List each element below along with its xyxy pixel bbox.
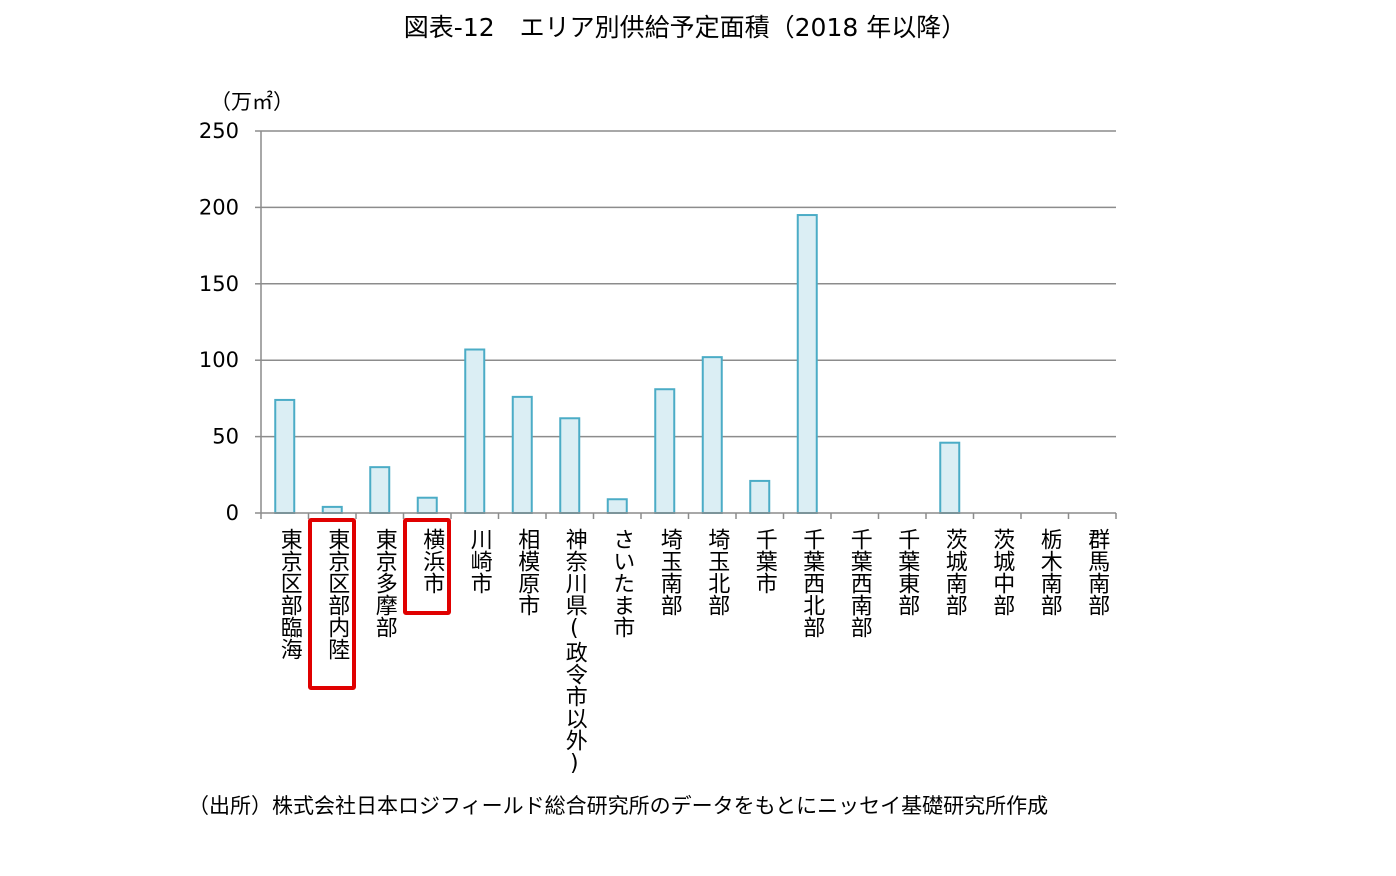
x-category-label: 相模原市 — [514, 528, 540, 616]
x-category-label: 千葉西南部 — [846, 528, 872, 638]
y-tick-labels: 0 50 100 150 200 250 — [199, 119, 239, 525]
bar-5 — [511, 395, 533, 515]
bar-11 — [796, 214, 818, 514]
axes — [255, 130, 1117, 519]
highlight-box — [308, 518, 357, 690]
gridlines — [261, 130, 1116, 438]
bars — [274, 214, 961, 515]
x-category-label: 川崎市 — [466, 528, 492, 594]
y-axis-unit-label: （万㎡） — [210, 90, 294, 114]
bar-4 — [464, 348, 486, 514]
bar-1 — [321, 505, 343, 515]
x-category-label: 神奈川県(政令市以外) — [561, 528, 587, 776]
bar-14 — [939, 441, 961, 515]
bar-0 — [274, 398, 296, 515]
x-category-label: さいたま市 — [609, 528, 635, 638]
x-category-label: 東京多摩部 — [371, 528, 397, 638]
x-category-label: 群馬南部 — [1084, 528, 1110, 616]
x-category-label: 千葉西北部 — [799, 528, 825, 638]
x-category-label: 千葉市 — [751, 528, 777, 594]
x-category-label: 千葉東部 — [894, 528, 920, 616]
x-category-label: 茨城南部 — [941, 528, 967, 616]
bar-3 — [416, 496, 438, 515]
chart-title: 図表-12 エリア別供給予定面積（2018 年以降） — [403, 13, 967, 42]
x-category-label: 東京区部内陸 — [324, 528, 350, 660]
y-tick-label: 0 — [226, 501, 239, 525]
x-category-label: 栃木南部 — [1036, 528, 1062, 616]
y-tick-label: 150 — [199, 272, 239, 296]
x-category-label: 東京区部臨海 — [276, 528, 302, 660]
y-tick-label: 50 — [212, 425, 239, 449]
bar-9 — [701, 356, 723, 515]
y-tick-label: 100 — [199, 348, 239, 372]
source-note: （出所）株式会社日本ロジフィールド総合研究所のデータをもとにニッセイ基礎研究所作… — [188, 794, 1049, 818]
x-category-label: 茨城中部 — [989, 528, 1015, 616]
x-category-label: 埼玉北部 — [704, 528, 730, 616]
x-category-label: 横浜市 — [419, 528, 445, 594]
bar-2 — [369, 466, 391, 515]
bar-8 — [654, 388, 676, 514]
y-tick-label: 250 — [199, 119, 239, 143]
highlight-box — [403, 518, 452, 615]
bar-7 — [606, 498, 628, 514]
y-tick-label: 200 — [199, 195, 239, 219]
x-category-label: 埼玉南部 — [656, 528, 682, 616]
bar-10 — [749, 479, 771, 514]
bar-6 — [559, 417, 581, 515]
